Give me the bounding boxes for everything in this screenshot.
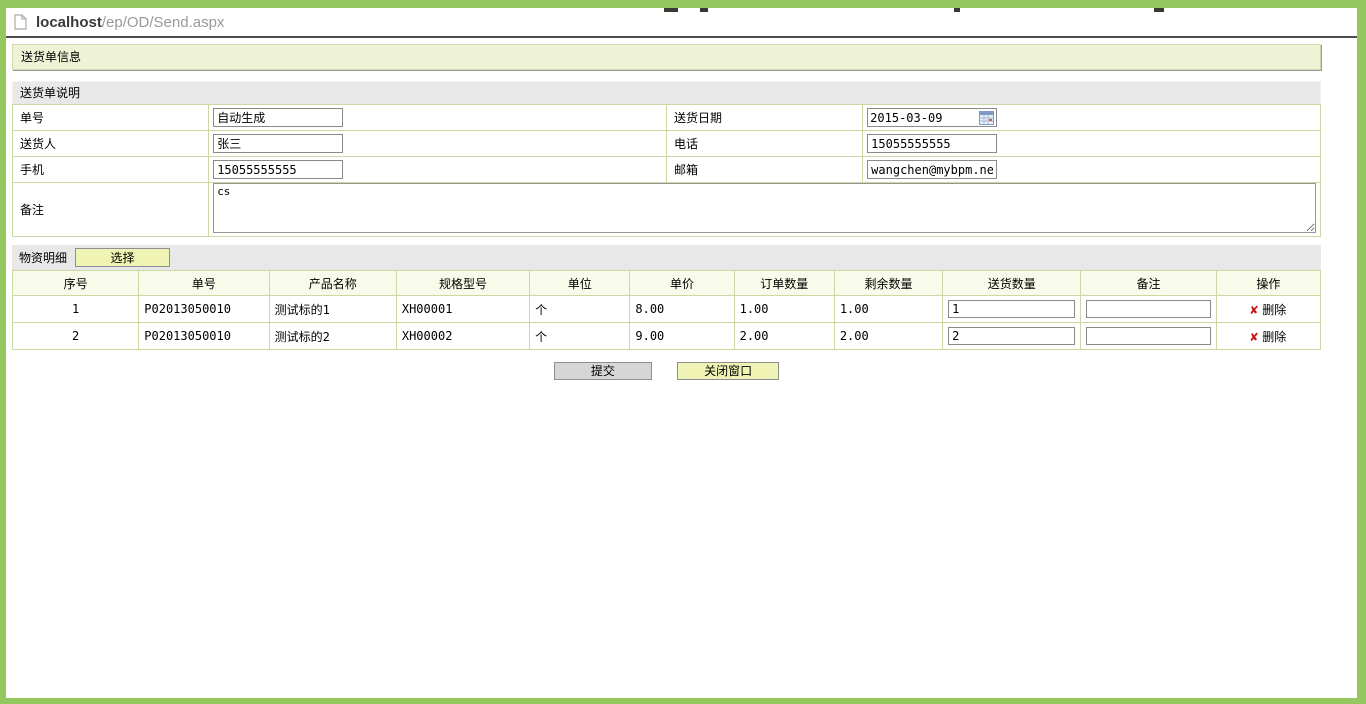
cell-remain-qty: 1.00 <box>833 295 944 323</box>
cell-seq: 2 <box>11 322 140 350</box>
tab-text-remnant <box>664 8 678 12</box>
tab-text-remnant <box>954 8 960 12</box>
delivery-date-field <box>867 108 998 127</box>
close-window-button[interactable]: 关闭窗口 <box>677 362 780 380</box>
col-action: 操作 <box>1215 270 1322 296</box>
delivery-date-input[interactable] <box>868 110 980 125</box>
tab-text-remnant <box>700 8 708 12</box>
tab-text-remnant <box>1154 8 1164 12</box>
items-table: 序号 单号 产品名称 规格型号 单位 单价 订单数量 剩余数量 送货数量 备注 … <box>11 270 1322 350</box>
delete-x-icon: ✘ <box>1250 329 1259 345</box>
row-remark-input[interactable] <box>1086 327 1211 345</box>
remark-label: 备注 <box>11 182 210 237</box>
delete-label: 删除 <box>1262 302 1287 317</box>
mobile-input[interactable] <box>213 160 344 179</box>
form-row: 送货人 电话 <box>11 130 1321 157</box>
address-bar[interactable]: localhost/ep/OD/Send.aspx <box>6 8 1357 38</box>
mobile-label: 手机 <box>11 156 210 183</box>
delete-row-link[interactable]: ✘ 删除 <box>1250 302 1287 318</box>
order-no-input[interactable] <box>213 108 344 127</box>
form-row: 手机 邮箱 <box>11 156 1321 183</box>
send-qty-input[interactable] <box>948 327 1076 345</box>
col-remain-qty: 剩余数量 <box>833 270 944 296</box>
form-row: 单号 送货日期 <box>11 104 1321 131</box>
cell-model: XH00002 <box>395 322 531 350</box>
col-send-qty: 送货数量 <box>942 270 1082 296</box>
url-path: /ep/OD/Send.aspx <box>101 13 225 31</box>
cell-unit: 个 <box>529 295 631 323</box>
col-price: 单价 <box>629 270 735 296</box>
page-title: 送货单信息 <box>12 44 1321 70</box>
sender-label: 送货人 <box>11 130 210 157</box>
cell-remain-qty: 2.00 <box>833 322 944 350</box>
cell-order-no: P02013050010 <box>138 295 270 323</box>
phone-input[interactable] <box>867 134 998 153</box>
delete-x-icon: ✘ <box>1250 302 1259 318</box>
email-input[interactable] <box>867 160 998 179</box>
col-model: 规格型号 <box>395 270 531 296</box>
calendar-icon[interactable] <box>979 110 995 125</box>
action-buttons: 提交 关闭窗口 <box>12 362 1321 380</box>
form-row-remark: 备注 <box>11 182 1321 237</box>
items-header-row: 序号 单号 产品名称 规格型号 单位 单价 订单数量 剩余数量 送货数量 备注 … <box>11 270 1322 296</box>
delivery-form-table: 单号 送货日期 <box>11 104 1321 237</box>
cell-model: XH00001 <box>395 295 531 323</box>
cell-order-qty: 2.00 <box>733 322 835 350</box>
remark-textarea[interactable] <box>213 183 1316 233</box>
cell-unit: 个 <box>529 322 631 350</box>
details-section-title: 物资明细 <box>19 251 68 265</box>
details-section-header: 物资明细 选择 <box>12 245 1321 270</box>
cell-product: 测试标的2 <box>268 322 397 350</box>
col-remark: 备注 <box>1080 270 1217 296</box>
table-row: 1 P02013050010 测试标的1 XH00001 个 8.00 1.00… <box>11 295 1322 323</box>
submit-button[interactable]: 提交 <box>553 362 652 380</box>
delivery-date-label: 送货日期 <box>665 104 864 131</box>
cell-order-no: P02013050010 <box>138 322 270 350</box>
select-items-button[interactable]: 选择 <box>75 248 171 267</box>
email-label: 邮箱 <box>665 156 864 183</box>
col-product: 产品名称 <box>268 270 397 296</box>
row-remark-input[interactable] <box>1086 300 1211 318</box>
delete-label: 删除 <box>1262 329 1287 344</box>
cell-product: 测试标的1 <box>268 295 397 323</box>
cell-order-qty: 1.00 <box>733 295 835 323</box>
col-seq: 序号 <box>11 270 140 296</box>
delete-row-link[interactable]: ✘ 删除 <box>1250 329 1287 345</box>
table-row: 2 P02013050010 测试标的2 XH00002 个 9.00 2.00… <box>11 322 1322 350</box>
page-content: 送货单信息 送货单说明 单号 送货日期 <box>6 38 1357 380</box>
phone-label: 电话 <box>665 130 864 157</box>
col-order-no: 单号 <box>138 270 270 296</box>
cell-price: 8.00 <box>629 295 735 323</box>
url-host: localhost <box>36 13 102 31</box>
sender-input[interactable] <box>213 134 344 153</box>
cell-seq: 1 <box>11 295 140 323</box>
col-order-qty: 订单数量 <box>733 270 835 296</box>
send-qty-input[interactable] <box>948 300 1076 318</box>
order-no-label: 单号 <box>11 104 210 131</box>
cell-price: 9.00 <box>629 322 735 350</box>
col-unit: 单位 <box>529 270 631 296</box>
form-section-header: 送货单说明 <box>12 81 1321 104</box>
page-document-icon <box>14 14 27 30</box>
